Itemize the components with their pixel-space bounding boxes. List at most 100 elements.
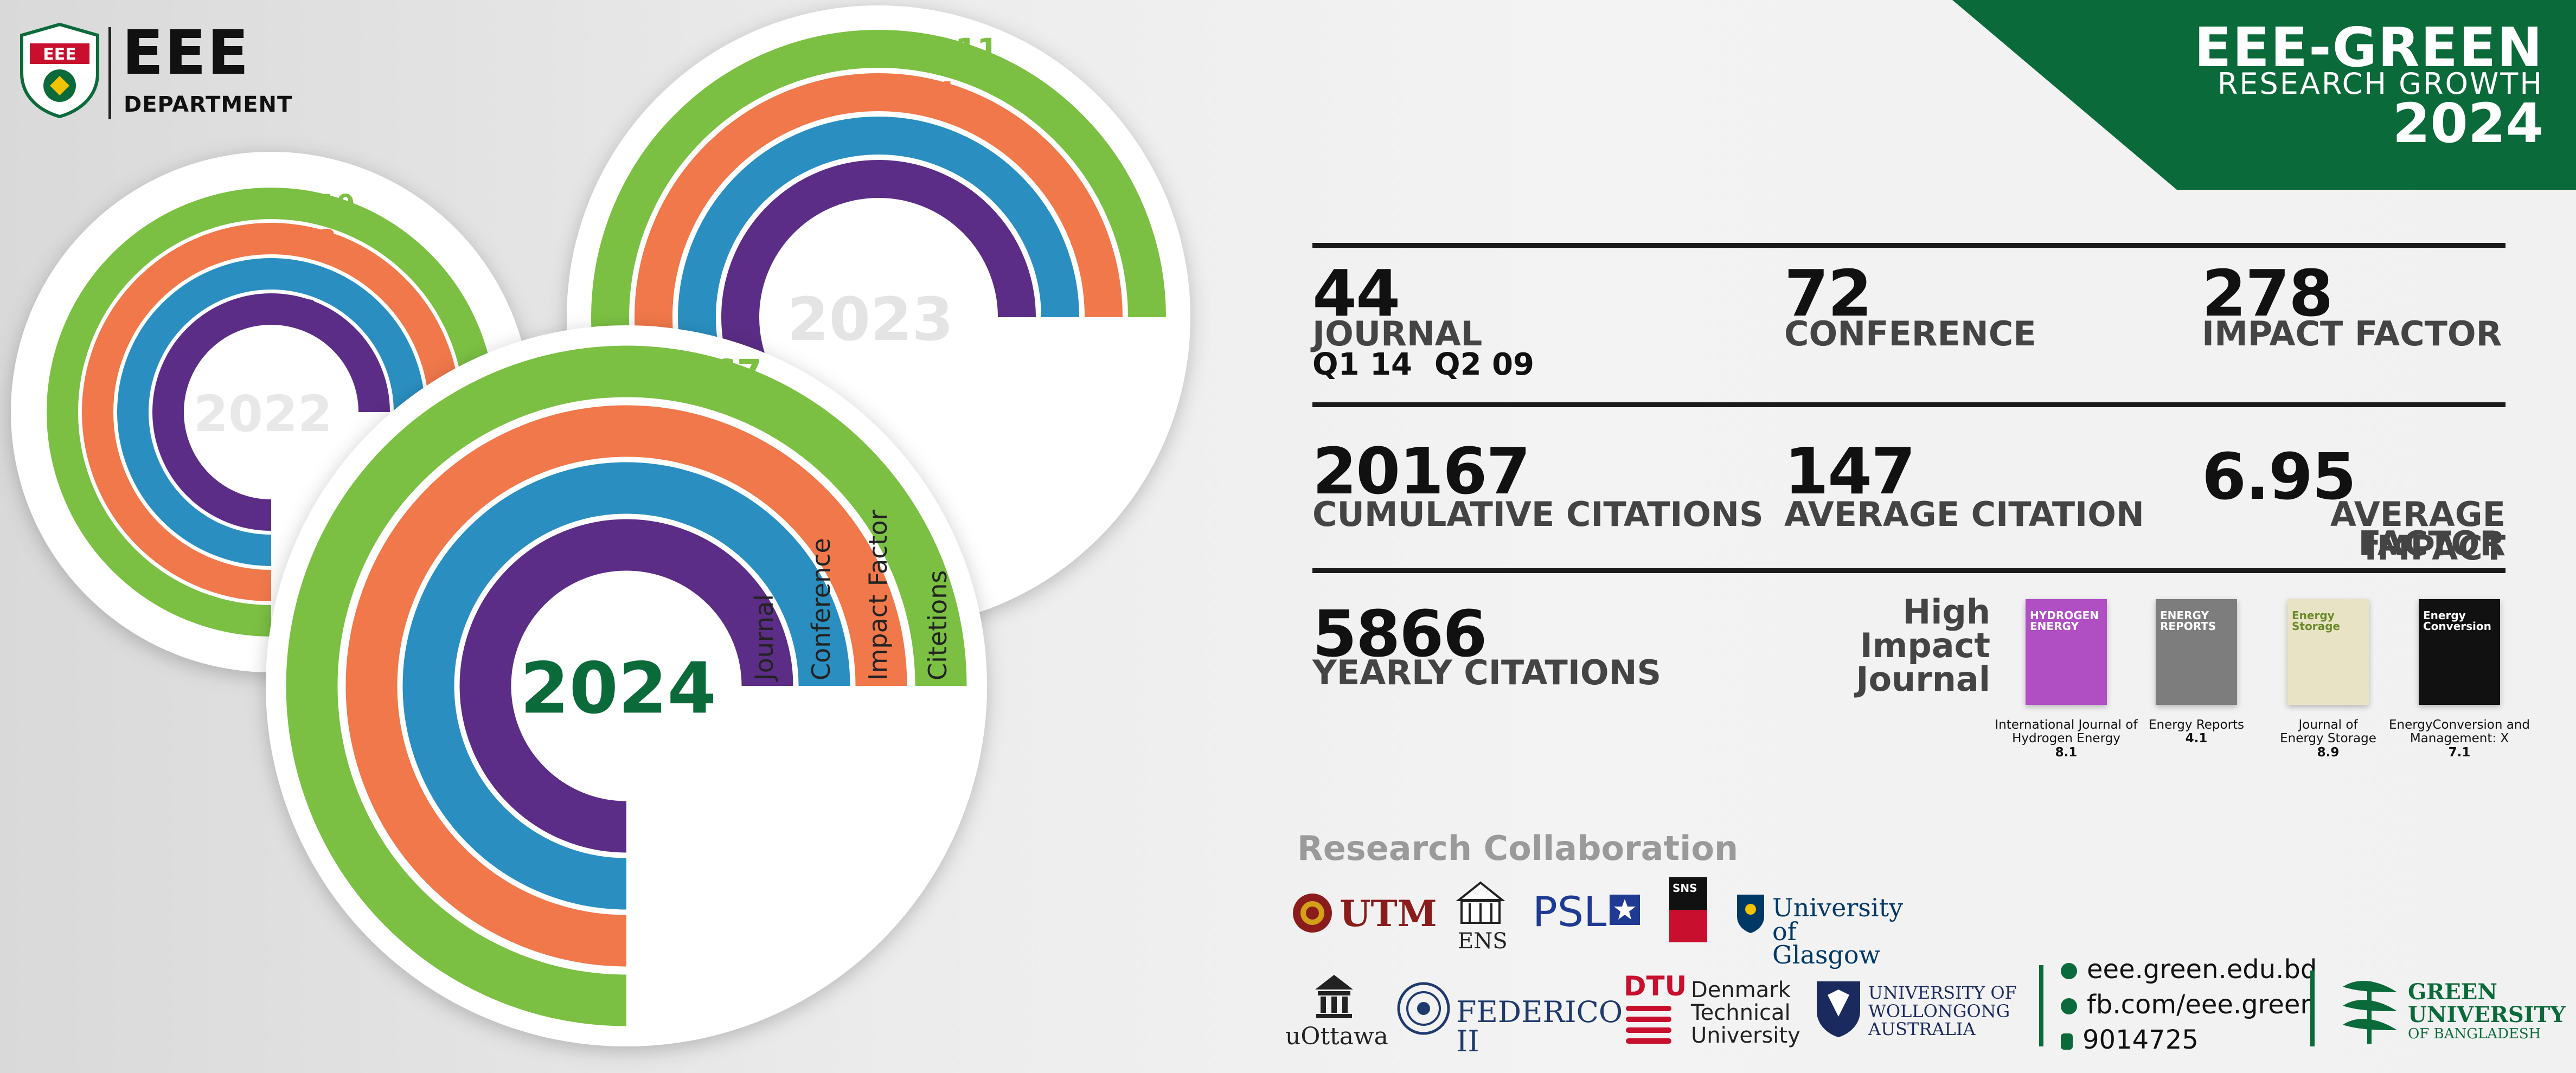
sns-red-block xyxy=(1669,910,1707,942)
value-label: 42 xyxy=(282,295,318,325)
eee-department-logo: EEE xyxy=(16,22,271,125)
title-banner: EEE-GREEN RESEARCH GROWTH 2024 xyxy=(1952,0,2576,190)
journal-caption: International Journal of Hydrogen Energy 8… xyxy=(1985,718,2148,760)
dtu-text: DTU xyxy=(1624,971,1687,1002)
journal-q2: Q2 09 xyxy=(1434,347,1534,382)
arc-citetions xyxy=(47,188,496,637)
contact-divider-right xyxy=(2310,971,2315,1046)
value-label: 61 xyxy=(282,260,318,290)
partner-logo-psl: PSL xyxy=(1533,889,1646,938)
arc-journal xyxy=(459,519,793,853)
green-logo-line1: GREEN xyxy=(2408,979,2497,1005)
journal-name-line: EnergyConversion and xyxy=(2388,718,2530,732)
average-impact-label: AVERAGE IMPACT xyxy=(2330,494,2505,568)
yearly-citations-label: YEARLY CITATIONS xyxy=(1312,653,1662,692)
arc-conference xyxy=(402,462,850,910)
journal-name-line: Energy Reports xyxy=(2148,718,2245,732)
high-impact-title-line2: Journal xyxy=(1856,659,1990,699)
shield-logo-icon: EEE xyxy=(20,22,99,119)
journal-impact-factor: 4.1 xyxy=(2185,731,2208,746)
partner-logo-ens: ENS xyxy=(1453,878,1513,960)
partner-logo-glasgow: University of Glasgow xyxy=(1734,892,1903,967)
partner-logo-sns: SNS xyxy=(1669,877,1707,942)
green-leaf-icon xyxy=(2343,981,2397,1044)
journal-cover: HYDROGEN ENERGY xyxy=(2026,599,2107,705)
average-citation-label: AVERAGE CITATION xyxy=(1784,494,2144,534)
value-label: 334 xyxy=(889,75,955,112)
green-university-logo: GREEN UNIVERSITY OF BANGLADESH xyxy=(2337,971,2566,1052)
average-citation-value: 147 xyxy=(1784,434,1915,509)
svg-text:EEE: EEE xyxy=(43,45,76,64)
cumulative-citations-value: 20167 xyxy=(1312,434,1531,509)
year-label: 2023 xyxy=(787,285,953,354)
facebook-icon xyxy=(2061,998,2077,1014)
value-label: 11111 xyxy=(889,31,999,68)
cumulative-citations-label: CUMULATIVE CITATIONS xyxy=(1312,494,1764,534)
arc-impact-factor xyxy=(82,223,460,601)
year-label: 2024 xyxy=(520,647,716,729)
journal-caption: EnergyConversion and Management: X 7.1 xyxy=(2378,718,2541,760)
journal-q1: Q1 14 xyxy=(1312,347,1412,382)
chart-2022: 7910 323 61 42 2022 xyxy=(11,152,531,672)
impact-factor-value: 278 xyxy=(2202,256,2333,331)
chart-2024: 20167 278 72 44 2024 Journal Conference Impact … xyxy=(266,325,987,1046)
glasgow-text: University of Glasgow xyxy=(1772,893,1904,970)
uottawa-building-icon xyxy=(1315,975,1353,1018)
ens-text: ENS xyxy=(1458,929,1508,954)
contact-divider-left xyxy=(2039,965,2043,1046)
high-impact-title-line1: High Impact xyxy=(1860,592,1990,665)
value-label: 7910 xyxy=(282,189,355,220)
contact-facebook[interactable]: fb.com/eee.green xyxy=(2061,990,2317,1020)
value-label: 32 xyxy=(889,162,933,198)
collaboration-title: Research Collaboration xyxy=(1297,828,1739,868)
journal-cover-title: ENERGY REPORTS xyxy=(2160,609,2216,633)
value-label: 52 xyxy=(889,118,933,155)
stats-divider-2 xyxy=(1312,402,2505,407)
value-label: 20167 xyxy=(637,352,762,394)
series-axis-label: Journal xyxy=(749,594,779,682)
contact-phone-text: 9014725 xyxy=(2082,1025,2199,1055)
average-impact-value: 6.95 xyxy=(2202,439,2356,514)
value-label: 44 xyxy=(637,525,687,567)
journal-name-line: Management: X xyxy=(2410,731,2509,746)
partner-logo-utm: UTM xyxy=(1291,889,1437,938)
sns-text: SNS xyxy=(1673,882,1697,895)
stats-divider-1 xyxy=(1312,243,2505,248)
utm-emblem-icon xyxy=(1293,894,1332,933)
journal-cover-title: Energy Conversion xyxy=(2423,609,2491,633)
year-label: 2022 xyxy=(194,385,332,443)
journal-cover-title: HYDROGEN ENERGY xyxy=(2030,609,2099,633)
series-axis-label: Impact Factor xyxy=(863,510,893,680)
value-label: 72 xyxy=(637,468,687,510)
journal-caption: Journal of Energy Storage 8.9 xyxy=(2247,718,2410,760)
green-logo-line3: OF BANGLADESH xyxy=(2408,1026,2541,1042)
green-logo-line2: UNIVERSITY xyxy=(2408,1002,2566,1027)
partner-logo-dtu: DTU xyxy=(1622,971,1687,1052)
contact-phone: 9014725 xyxy=(2061,1025,2199,1055)
ens-building-icon xyxy=(1456,881,1505,924)
stats-divider-3 xyxy=(1312,568,2505,573)
partner-logo-federico: FEDERICO II xyxy=(1396,981,1623,1056)
federico-text: FEDERICO II xyxy=(1456,995,1623,1058)
contact-web-text: eee.green.edu.bd xyxy=(2087,954,2317,985)
banner-title: EEE-GREEN xyxy=(2194,16,2543,79)
value-label: 323 xyxy=(282,224,336,255)
dept-subtitle: DEPARTMENT xyxy=(124,92,293,117)
partner-logo-denmark: Denmark Technical University xyxy=(1691,978,1800,1048)
high-impact-title: High Impact Journal xyxy=(1784,595,1990,696)
conference-count: 72 xyxy=(1784,256,1872,331)
journal-label: JOURNAL xyxy=(1312,314,1483,354)
arc-journal xyxy=(152,293,390,531)
contact-web[interactable]: eee.green.edu.bd xyxy=(2061,954,2317,985)
journal-name-line: Energy Storage xyxy=(2280,731,2376,746)
journal-impact-factor: 7.1 xyxy=(2448,745,2471,760)
journal-name-line: Journal of xyxy=(2298,718,2358,732)
series-axis-label: Conference xyxy=(806,538,836,680)
yearly-citations-value: 5866 xyxy=(1312,596,1487,671)
journal-impact-factor: 8.1 xyxy=(2055,745,2078,760)
series-axis-label: Citetions xyxy=(923,570,952,680)
arc-impact-factor xyxy=(345,405,907,967)
banner-subtitle: RESEARCH GROWTH xyxy=(2217,67,2543,101)
impact-factor-label: IMPACT FACTOR xyxy=(2202,314,2502,354)
journal-cover: Energy Conversion xyxy=(2419,599,2500,705)
